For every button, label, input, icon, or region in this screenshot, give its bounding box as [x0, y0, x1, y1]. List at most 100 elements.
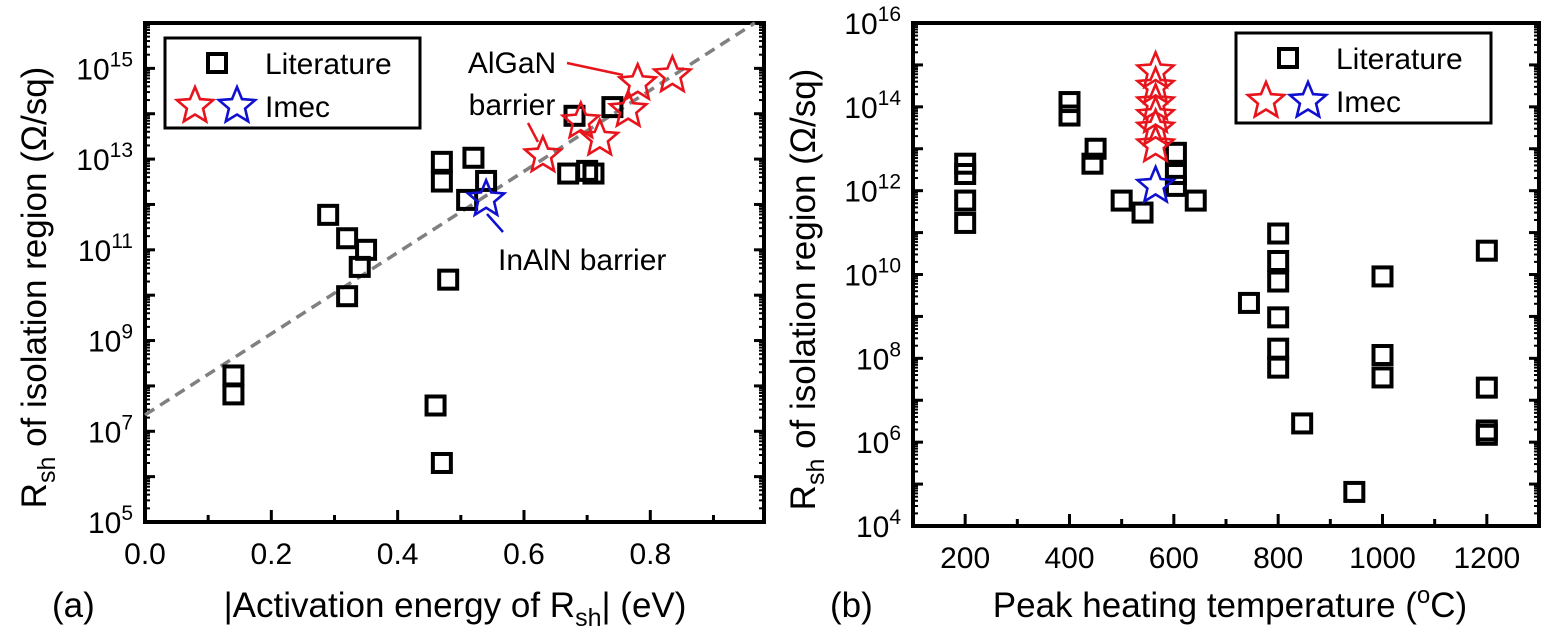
- data-point-square: [1267, 356, 1290, 379]
- data-point-square: [430, 150, 453, 173]
- data-point-square: [1084, 137, 1107, 160]
- data-point-square: [1058, 104, 1081, 127]
- x-axis-label: |Activation energy of Rsh| (eV): [224, 586, 687, 632]
- data-point-square: [430, 451, 453, 474]
- x-axis-label-main: Peak heating temperature (: [993, 586, 1417, 625]
- tick-base: 10: [76, 144, 109, 177]
- data-point-star: [1134, 163, 1177, 205]
- data-point-star: [606, 87, 650, 129]
- data-point-square: [1371, 366, 1394, 389]
- data-point-square: [1267, 337, 1290, 360]
- data-point-square: [557, 162, 580, 185]
- data-point-square: [1475, 423, 1498, 446]
- series-imec-imec_algan: [1134, 49, 1177, 164]
- y-tick-label: 104: [856, 506, 901, 544]
- data-point-square: [1371, 265, 1394, 288]
- annotation-algan-line2: barrier: [469, 89, 556, 122]
- series-imec-imec_algan: [521, 52, 694, 174]
- data-point-star: [1134, 106, 1177, 147]
- y-axis-label-rest: of isolation region (Ω/sq): [15, 67, 54, 457]
- annotation-inaln-pointer: [486, 213, 504, 233]
- data-point-square: [1475, 376, 1498, 399]
- data-point-square: [954, 162, 977, 185]
- data-point-star: [1134, 123, 1177, 164]
- y-tick-label: 1014: [844, 87, 901, 125]
- series-imec-imec_inaln: [1134, 163, 1177, 205]
- data-point-square: [430, 170, 453, 193]
- x-axis-label-sub: sh: [575, 604, 601, 632]
- x-axis-label-rest: | (eV): [601, 586, 686, 625]
- data-point-square: [954, 189, 977, 212]
- x-tick-label: 1200: [1453, 542, 1520, 575]
- data-point-square: [1184, 189, 1207, 212]
- tick-base: 10: [856, 427, 889, 460]
- data-point-square: [1131, 201, 1154, 224]
- data-point-star: [1134, 49, 1177, 90]
- data-point-star: [578, 116, 622, 157]
- y-tick-label: 1013: [76, 139, 133, 177]
- tick-exponent: 8: [889, 338, 901, 361]
- x-tick-label: 200: [940, 542, 990, 575]
- y-tick-label: 1011: [78, 230, 133, 268]
- x-tick-label: 800: [1253, 542, 1303, 575]
- y-tick-label: 105: [88, 502, 133, 540]
- plot-frame: [143, 21, 766, 524]
- data-point-square: [1291, 412, 1314, 435]
- data-point-square: [1058, 91, 1081, 114]
- x-tick-label: 0.2: [250, 538, 292, 571]
- legend: Literature Imec: [163, 36, 422, 130]
- legend-square-icon: [206, 52, 228, 74]
- tick-base: 10: [856, 343, 889, 376]
- legend: Literature Imec: [1234, 31, 1493, 125]
- tick-base: 10: [88, 416, 121, 449]
- data-point-square: [582, 162, 605, 185]
- data-point-square: [348, 255, 371, 278]
- data-point-star: [616, 60, 659, 102]
- data-point-square: [317, 203, 340, 226]
- x-axis-label: Peak heating temperature (oC): [993, 582, 1467, 625]
- tick-base: 10: [844, 176, 877, 209]
- data-point-square: [601, 96, 624, 119]
- data-point-square: [222, 383, 245, 406]
- legend-square-icon: [1277, 47, 1299, 69]
- data-point-square: [1267, 306, 1290, 329]
- x-tick-label: 1000: [1349, 542, 1416, 575]
- data-point-square: [1164, 162, 1187, 185]
- x-axis-label-main: |Activation energy of R: [224, 586, 576, 625]
- tick-exponent: 12: [878, 171, 901, 194]
- legend-blue-star-icon: [215, 83, 259, 125]
- data-point-square: [1237, 291, 1260, 314]
- data-point-star: [651, 52, 694, 94]
- data-point-square: [336, 285, 359, 308]
- series-imec-imec_inaln: [464, 176, 508, 218]
- legend-red-star-icon: [173, 83, 217, 125]
- y-axis-label-sub: sh: [33, 457, 61, 483]
- x-tick-label: 0.8: [629, 538, 671, 571]
- y-axis-label-main: R: [15, 483, 54, 508]
- legend-label-literature: Literature: [1336, 43, 1463, 76]
- y-tick-label: 109: [88, 321, 133, 359]
- data-point-square: [475, 169, 498, 192]
- fit-line-dashed: [144, 21, 756, 417]
- tick-base: 10: [844, 8, 877, 41]
- y-tick-label: 1016: [844, 3, 901, 41]
- legend-label-literature: Literature: [265, 48, 392, 81]
- y-axis-label: Rsh of isolation region (Ω/sq): [15, 67, 61, 509]
- data-point-square: [1267, 249, 1290, 272]
- data-point-square: [1343, 480, 1366, 503]
- tick-base: 10: [856, 511, 889, 544]
- panel-label: (b): [830, 586, 873, 625]
- x-axis-label-sup: o: [1417, 582, 1430, 609]
- tick-base: 10: [78, 235, 111, 268]
- tick-base: 10: [76, 53, 109, 86]
- y-axis-label-main: R: [784, 485, 823, 510]
- x-tick-label: 0.6: [503, 538, 545, 571]
- legend-label-imec: Imec: [1336, 86, 1401, 119]
- tick-exponent: 13: [110, 139, 133, 162]
- data-point-square: [576, 159, 599, 182]
- x-tick-label: 0.0: [124, 538, 166, 571]
- data-point-square: [1164, 141, 1187, 164]
- data-point-square: [1267, 270, 1290, 293]
